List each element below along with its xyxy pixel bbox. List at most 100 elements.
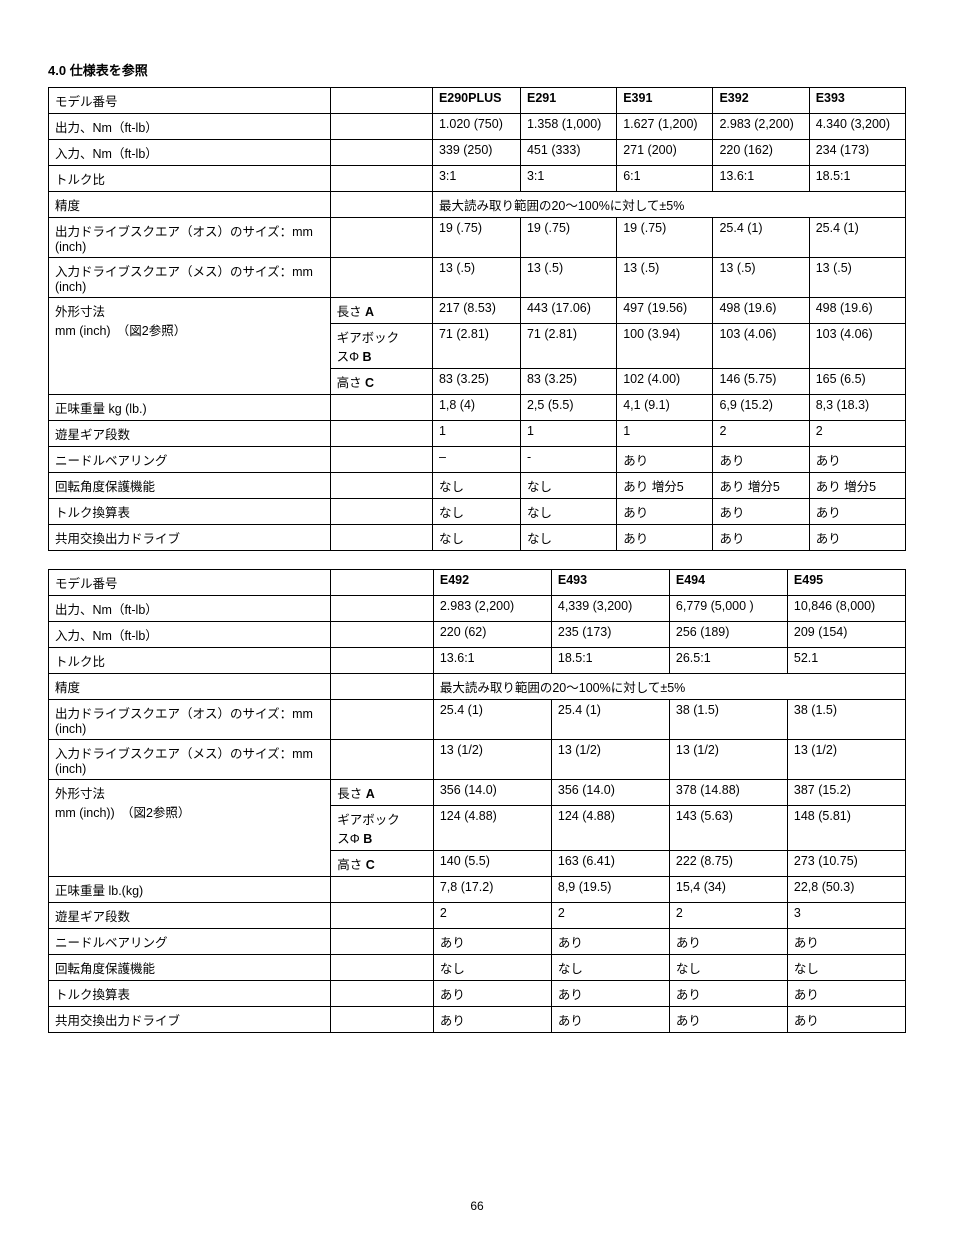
cell: 6:1	[617, 166, 713, 192]
table-row: 正味重量 kg (lb.) 1,8 (4) 2,5 (5.5) 4,1 (9.1…	[49, 395, 906, 421]
cell: 2	[669, 903, 787, 929]
cell: 1.020 (750)	[432, 114, 520, 140]
cell: なし	[432, 473, 520, 499]
cell: –	[432, 447, 520, 473]
cell: 234 (173)	[809, 140, 905, 166]
table-row: 入力、Nm（ft-lb） 220 (62) 235 (173) 256 (189…	[49, 622, 906, 648]
section-number: 4.0	[48, 63, 66, 78]
cell	[330, 192, 432, 218]
row-label: 外形寸法 mm (inch) （図2参照）	[49, 298, 331, 395]
cell: 1	[432, 421, 520, 447]
cell: 356 (14.0)	[551, 780, 669, 806]
table-row: トルク比 3:1 3:1 6:1 13.6:1 18.5:1	[49, 166, 906, 192]
cell: 13 (.5)	[617, 258, 713, 298]
text: スΦ	[337, 350, 363, 364]
table-row: 出力ドライブスクエア（オス）のサイズ：mm (inch) 19 (.75) 19…	[49, 218, 906, 258]
cell: 103 (4.06)	[809, 324, 905, 369]
text: 長さ	[337, 787, 365, 801]
table-row: 精度 最大読み取り範囲の20～100%に対して±5%	[49, 192, 906, 218]
model-header: E290PLUS	[432, 88, 520, 114]
cell: 7,8 (17.2)	[433, 877, 551, 903]
cell	[330, 447, 432, 473]
cell: 15,4 (34)	[669, 877, 787, 903]
text: A	[366, 787, 375, 801]
table-row: 共用交換出力ドライブ あり あり あり あり	[49, 1007, 906, 1033]
cell	[331, 877, 434, 903]
row-label: 共用交換出力ドライブ	[49, 525, 331, 551]
section-text: 仕様表を参照	[70, 63, 148, 78]
page-number: 66	[0, 1199, 954, 1213]
cell: なし	[520, 525, 616, 551]
cell: 38 (1.5)	[669, 700, 787, 740]
cell: あり	[713, 525, 809, 551]
table-row: 入力ドライブスクエア（メス）のサイズ：mm (inch) 13 (1/2) 13…	[49, 740, 906, 780]
cell	[331, 596, 434, 622]
cell: 222 (8.75)	[669, 851, 787, 877]
text: C	[366, 858, 375, 872]
text: 外形寸法	[55, 787, 105, 801]
cell: あり	[713, 499, 809, 525]
model-header: E493	[551, 570, 669, 596]
cell: 13 (.5)	[809, 258, 905, 298]
cell: 339 (250)	[432, 140, 520, 166]
table-row: 出力、Nm（ft-lb） 2.983 (2,200) 4,339 (3,200)…	[49, 596, 906, 622]
text: ギアボック	[337, 331, 400, 345]
row-label: 出力ドライブスクエア（オス）のサイズ：mm (inch)	[49, 700, 331, 740]
cell: 256 (189)	[669, 622, 787, 648]
cell: あり	[551, 929, 669, 955]
cell: 102 (4.00)	[617, 369, 713, 395]
cell: あり	[669, 929, 787, 955]
cell: あり	[809, 525, 905, 551]
cell: 124 (4.88)	[551, 806, 669, 851]
cell	[330, 473, 432, 499]
cell: あり	[617, 447, 713, 473]
cell: 143 (5.63)	[669, 806, 787, 851]
row-label: 遊星ギア段数	[49, 903, 331, 929]
cell	[331, 700, 434, 740]
row-label: 出力、Nm（ft-lb）	[49, 596, 331, 622]
cell: 378 (14.88)	[669, 780, 787, 806]
cell	[331, 929, 434, 955]
cell	[330, 499, 432, 525]
table-row: 精度 最大読み取り範囲の20～100%に対して±5%	[49, 674, 906, 700]
table-row: トルク換算表 なし なし あり あり あり	[49, 499, 906, 525]
table-row: 入力ドライブスクエア（メス）のサイズ：mm (inch) 13 (.5) 13 …	[49, 258, 906, 298]
cell: 3:1	[520, 166, 616, 192]
cell: あり	[713, 447, 809, 473]
cell: 387 (15.2)	[787, 780, 905, 806]
cell: 83 (3.25)	[432, 369, 520, 395]
text: ギアボック	[337, 813, 400, 827]
cell: 100 (3.94)	[617, 324, 713, 369]
row-label: 共用交換出力ドライブ	[49, 1007, 331, 1033]
cell: なし	[669, 955, 787, 981]
cell: 498 (19.6)	[713, 298, 809, 324]
row-label: ニードルベアリング	[49, 447, 331, 473]
cell: 高さ C	[330, 369, 432, 395]
table-row: モデル番号 E290PLUS E291 E391 E392 E393	[49, 88, 906, 114]
cell: 4.340 (3,200)	[809, 114, 905, 140]
cell: 103 (4.06)	[713, 324, 809, 369]
row-label: 外形寸法 mm (inch)) （図2参照）	[49, 780, 331, 877]
model-header: E393	[809, 88, 905, 114]
row-label: 入力ドライブスクエア（メス）のサイズ：mm (inch)	[49, 258, 331, 298]
cell: 13 (.5)	[432, 258, 520, 298]
cell: 長さ A	[330, 298, 432, 324]
text: B	[363, 832, 372, 846]
text: mm (inch) （図2参照）	[55, 324, 186, 338]
cell	[331, 903, 434, 929]
cell: 38 (1.5)	[787, 700, 905, 740]
cell: 4,1 (9.1)	[617, 395, 713, 421]
cell: 18.5:1	[551, 648, 669, 674]
spec-table-2: モデル番号 E492 E493 E494 E495 出力、Nm（ft-lb） 2…	[48, 569, 906, 1033]
cell: あり	[433, 1007, 551, 1033]
cell	[330, 114, 432, 140]
row-label: ニードルベアリング	[49, 929, 331, 955]
cell: 165 (6.5)	[809, 369, 905, 395]
section-heading: 4.0 仕様表を参照	[48, 60, 906, 79]
text: mm (inch)) （図2参照）	[55, 806, 190, 820]
cell: 497 (19.56)	[617, 298, 713, 324]
row-label: モデル番号	[49, 88, 331, 114]
cell: あり	[787, 929, 905, 955]
cell: 13 (1/2)	[551, 740, 669, 780]
cell: 443 (17.06)	[520, 298, 616, 324]
